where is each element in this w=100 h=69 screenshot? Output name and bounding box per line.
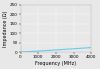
X-axis label: Frequency (MHz): Frequency (MHz) (35, 61, 76, 66)
Y-axis label: Impedance (Ω): Impedance (Ω) (4, 10, 8, 47)
